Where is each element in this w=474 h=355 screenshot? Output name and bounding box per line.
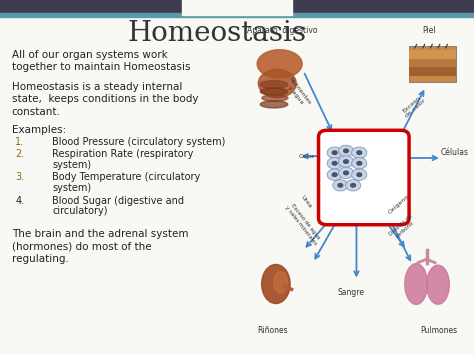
Circle shape — [333, 180, 348, 191]
Circle shape — [357, 151, 362, 154]
Circle shape — [332, 151, 337, 154]
Text: Homeostasis is a steady internal: Homeostasis is a steady internal — [12, 82, 182, 92]
Circle shape — [352, 147, 367, 158]
Circle shape — [327, 169, 342, 180]
Text: Riñones: Riñones — [257, 326, 288, 335]
Circle shape — [357, 173, 362, 176]
Text: Calor: Calor — [299, 154, 315, 159]
Circle shape — [338, 156, 354, 167]
Ellipse shape — [262, 264, 290, 304]
Circle shape — [351, 184, 356, 187]
Ellipse shape — [273, 272, 288, 293]
Ellipse shape — [260, 101, 288, 108]
Text: constant.: constant. — [12, 107, 61, 117]
Text: All of our organ systems work: All of our organ systems work — [12, 50, 168, 60]
Text: circulatory): circulatory) — [52, 206, 108, 216]
Text: Sangre: Sangre — [337, 288, 364, 297]
Text: 1.: 1. — [15, 137, 24, 147]
Text: state,  keeps conditions in the body: state, keeps conditions in the body — [12, 94, 198, 104]
Bar — [409, 67, 456, 76]
Text: Body Temperature (circulatory: Body Temperature (circulatory — [52, 173, 201, 182]
Circle shape — [352, 169, 367, 180]
Bar — [409, 59, 456, 67]
Ellipse shape — [260, 88, 288, 95]
Text: 2.: 2. — [15, 149, 25, 159]
Text: Oxígeno: Oxígeno — [387, 193, 410, 215]
Text: system): system) — [52, 160, 91, 170]
Text: Piel: Piel — [422, 26, 436, 35]
Circle shape — [327, 158, 342, 169]
Circle shape — [332, 173, 337, 176]
Circle shape — [338, 145, 354, 157]
Ellipse shape — [427, 265, 449, 304]
Circle shape — [344, 149, 348, 153]
Text: Blood Pressure (circulatory system): Blood Pressure (circulatory system) — [52, 137, 226, 147]
Bar — [182, 0, 292, 15]
Text: (hormones) do most of the: (hormones) do most of the — [12, 242, 152, 252]
Circle shape — [332, 162, 337, 165]
Text: Exceso
de calor: Exceso de calor — [401, 94, 427, 119]
Ellipse shape — [258, 69, 296, 98]
Text: Respiration Rate (respiratory: Respiration Rate (respiratory — [52, 149, 193, 159]
Text: Examples:: Examples: — [12, 125, 66, 135]
Text: Urea: Urea — [300, 194, 313, 209]
Circle shape — [357, 162, 362, 165]
Text: Homeostasis: Homeostasis — [128, 20, 307, 47]
Ellipse shape — [257, 50, 302, 78]
Text: regulating.: regulating. — [12, 254, 69, 264]
Text: together to maintain Homeostasis: together to maintain Homeostasis — [12, 62, 191, 72]
Text: system): system) — [52, 183, 91, 193]
Text: Células: Células — [441, 148, 469, 157]
Ellipse shape — [405, 263, 428, 304]
Text: Nutrientes
y agua: Nutrientes y agua — [283, 77, 312, 109]
Text: 3.: 3. — [15, 173, 24, 182]
Text: 4.: 4. — [15, 196, 24, 206]
FancyBboxPatch shape — [319, 130, 409, 225]
Circle shape — [338, 167, 354, 179]
Circle shape — [344, 160, 348, 163]
Bar — [0, 13, 474, 17]
Circle shape — [346, 180, 361, 191]
Bar — [0, 0, 474, 13]
Text: Aparato  digestivo: Aparato digestivo — [247, 26, 317, 35]
FancyBboxPatch shape — [409, 46, 456, 82]
Circle shape — [338, 184, 343, 187]
Circle shape — [327, 147, 342, 158]
Text: The brain and the adrenal system: The brain and the adrenal system — [12, 229, 188, 239]
Text: Pulmones: Pulmones — [420, 326, 457, 335]
Ellipse shape — [260, 81, 288, 88]
Circle shape — [344, 171, 348, 175]
Circle shape — [352, 158, 367, 169]
Text: Exceso de agua
y sales minerales: Exceso de agua y sales minerales — [284, 201, 322, 246]
Text: Dióxido de
carbono: Dióxido de carbono — [388, 213, 418, 241]
Text: Blood Sugar (digestive and: Blood Sugar (digestive and — [52, 196, 184, 206]
Ellipse shape — [262, 95, 288, 101]
Bar — [409, 50, 456, 59]
